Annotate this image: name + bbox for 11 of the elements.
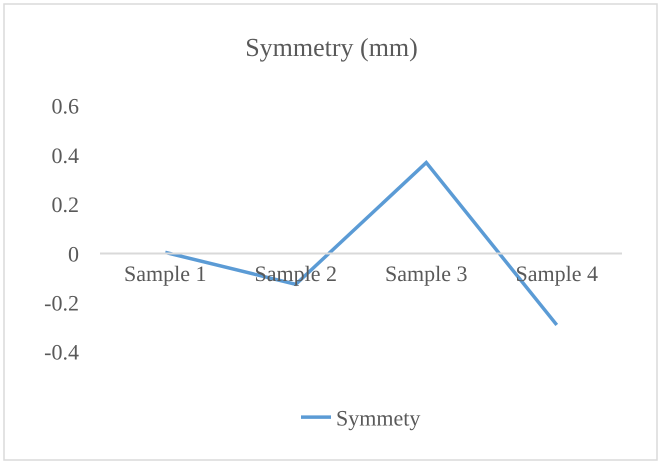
y-tick-label: 0.6 (52, 94, 79, 119)
x-tick-label: Sample 1 (124, 260, 206, 286)
y-tick-label: -0.2 (44, 290, 79, 316)
x-tick-label: Sample 3 (385, 260, 468, 286)
y-tick-label: 0.4 (52, 142, 79, 168)
y-tick-label: -0.4 (44, 340, 79, 365)
legend-label: Symmety (336, 406, 420, 431)
chart-title: Symmetry (mm) (245, 33, 418, 62)
y-tick-label: 0.2 (52, 192, 79, 218)
y-tick-label: 0 (68, 241, 79, 266)
x-tick-label: Sample 4 (516, 260, 598, 286)
